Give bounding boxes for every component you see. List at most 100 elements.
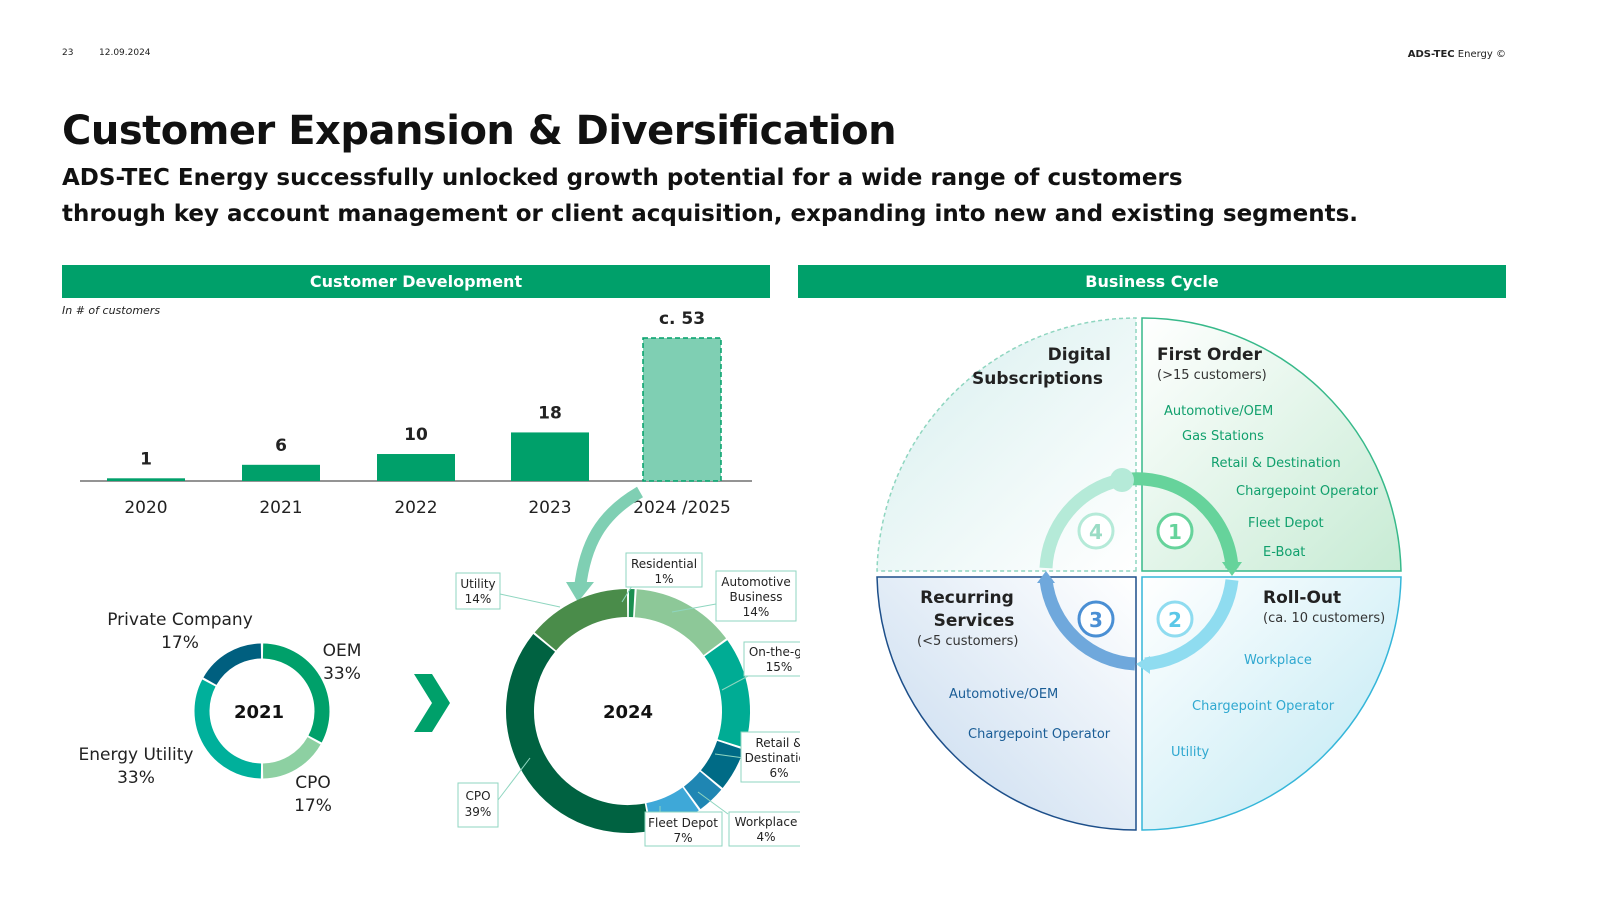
customer-development-chart: 1 2020 6 2021 10 2022 18 2023 c. 53 2024 /2025 20…	[79, 309, 800, 847]
recurring-item: Chargepoint Operator	[968, 727, 1111, 742]
first-order-list: Automotive/OEM Gas Stations Retail & Des…	[1164, 404, 1379, 560]
roll-out-item: Chargepoint Operator	[1192, 699, 1335, 714]
cycle-start-dot	[1110, 468, 1134, 492]
callout-retail-2: Destination	[745, 751, 800, 765]
bar-category-label: 2024 /2025	[633, 498, 731, 518]
label-oem-pct: 33%	[323, 664, 361, 684]
cycle-arc-4	[1039, 473, 1122, 569]
donut-slice-cpo	[262, 736, 321, 779]
units-note: In # of customers	[62, 304, 161, 317]
roll-out-title: Roll-Out	[1263, 588, 1341, 608]
bar-value-label: 6	[275, 436, 287, 456]
roll-out-list: Workplace Chargepoint Operator Utility	[1171, 653, 1335, 760]
callout-workplace: Workplace	[735, 815, 798, 829]
callout-automotive-1: Automotive	[721, 575, 790, 589]
callout-cpo: CPO	[465, 789, 490, 803]
forecast-arrowhead	[566, 582, 594, 602]
callout-fleet: Fleet Depot	[648, 816, 718, 830]
callout-onthego-pct: 15%	[766, 660, 793, 674]
first-order-item: Fleet Depot	[1248, 516, 1324, 531]
forecast-arrow	[574, 486, 644, 589]
callout-texts: Residential 1% Automotive Business 14% O…	[460, 557, 800, 845]
callout-leaders	[497, 585, 751, 815]
callout-retail-pct: 6%	[769, 766, 788, 780]
chevron-right-icon	[414, 674, 450, 732]
step-4-badge	[1077, 512, 1115, 550]
callout-residential-pct: 1%	[654, 572, 673, 586]
callout-automotive-pct: 14%	[743, 605, 770, 619]
recurring-item: Automotive/OEM	[949, 687, 1058, 702]
donut-slice-energy-utility	[194, 679, 262, 779]
label-private-company-pct: 17%	[161, 633, 199, 653]
bar-2022	[377, 454, 455, 481]
donut-slice-automotive-business	[634, 589, 727, 656]
label-cpo-2021-pct: 17%	[294, 796, 332, 816]
step-2-badge	[1156, 600, 1194, 638]
first-order-item: Chargepoint Operator	[1236, 484, 1379, 499]
cycle-arc-3	[1039, 579, 1136, 671]
step-4-number: 4	[1089, 520, 1103, 544]
bar-category-label: 2022	[394, 498, 437, 518]
page-title: Customer Expansion & Diversification	[62, 108, 897, 154]
first-order-item: E-Boat	[1263, 545, 1305, 560]
label-cpo-2021: CPO	[295, 773, 331, 793]
business-cycle-header: Business Cycle	[798, 265, 1506, 298]
bar-2023	[511, 432, 589, 481]
callout-onthego: On-the-go	[749, 645, 800, 659]
recurring-list: Automotive/OEM Chargepoint Operator	[949, 687, 1111, 742]
cycle-arrow-1	[1222, 562, 1242, 576]
roll-out-item: Workplace	[1244, 653, 1312, 668]
business-cycle-diagram: 1 2 3 4 Digital Subscriptions First Orde…	[876, 317, 1402, 831]
bar-category-label: 2020	[124, 498, 167, 518]
recurring-title-1: Recurring	[920, 588, 1014, 608]
recurring-title-2: Services	[934, 611, 1015, 631]
bar-value-label: 10	[404, 425, 428, 445]
donut-slice-on-the-go	[704, 640, 750, 748]
first-order-item: Retail & Destination	[1211, 456, 1341, 471]
bar-2021	[242, 464, 320, 481]
donut-slice-cpo	[506, 634, 650, 833]
bar-group: 1 2020 6 2021 10 2022 18 2023 c. 53 2024 /2025	[107, 309, 731, 518]
donut-slice-private-company	[203, 643, 262, 686]
donut-2021-center-label: 2021	[234, 702, 284, 723]
bar-2020	[107, 478, 185, 481]
step-3-number: 3	[1089, 608, 1103, 632]
page-number: 23	[62, 48, 74, 58]
cycle-arc-1	[1120, 472, 1239, 569]
callout-utility-pct: 14%	[465, 592, 492, 606]
callout-automotive-2: Business	[730, 590, 783, 604]
callout-fleet-pct: 7%	[673, 831, 692, 845]
callout-cpo-pct: 39%	[465, 805, 492, 819]
label-private-company: Private Company	[107, 610, 253, 630]
step-1-number: 1	[1168, 520, 1182, 544]
first-order-title: First Order	[1157, 345, 1263, 365]
first-order-item: Gas Stations	[1182, 429, 1264, 444]
brand-mark: ADS-TEC Energy ©	[1408, 49, 1506, 60]
recurring-sub: (<5 customers)	[917, 634, 1018, 649]
donut-slice-workplace	[683, 771, 722, 810]
callout-workplace-pct: 4%	[756, 830, 775, 844]
donut-slice-utility	[534, 589, 628, 651]
bar-value-label: 18	[538, 403, 562, 423]
customer-development-header: Customer Development	[62, 265, 770, 298]
donut-2021	[194, 643, 330, 779]
brand-bold: ADS-TEC	[1407, 49, 1455, 60]
bar-value-label: c. 53	[659, 309, 705, 329]
bar-category-label: 2021	[259, 498, 302, 518]
donut-slice-retail-destination	[700, 740, 744, 788]
label-energy-utility: Energy Utility	[79, 745, 194, 765]
step-1-badge	[1156, 512, 1194, 550]
bar-category-label: 2023	[528, 498, 571, 518]
callout-boxes	[455, 552, 800, 847]
first-order-item: Automotive/OEM	[1164, 404, 1273, 419]
step-3-badge	[1077, 600, 1115, 638]
roll-out-item: Utility	[1171, 745, 1210, 760]
digital-title-1: Digital	[1048, 345, 1111, 365]
cycle-arrow-3	[1037, 571, 1055, 583]
bar-20242025	[642, 337, 722, 482]
label-energy-utility-pct: 33%	[117, 768, 155, 788]
bar-value-label: 1	[140, 449, 152, 469]
roll-out-sub: (ca. 10 customers)	[1263, 611, 1385, 626]
slide-date: 12.09.2024	[99, 48, 151, 58]
donut-slice-oem	[262, 643, 330, 743]
